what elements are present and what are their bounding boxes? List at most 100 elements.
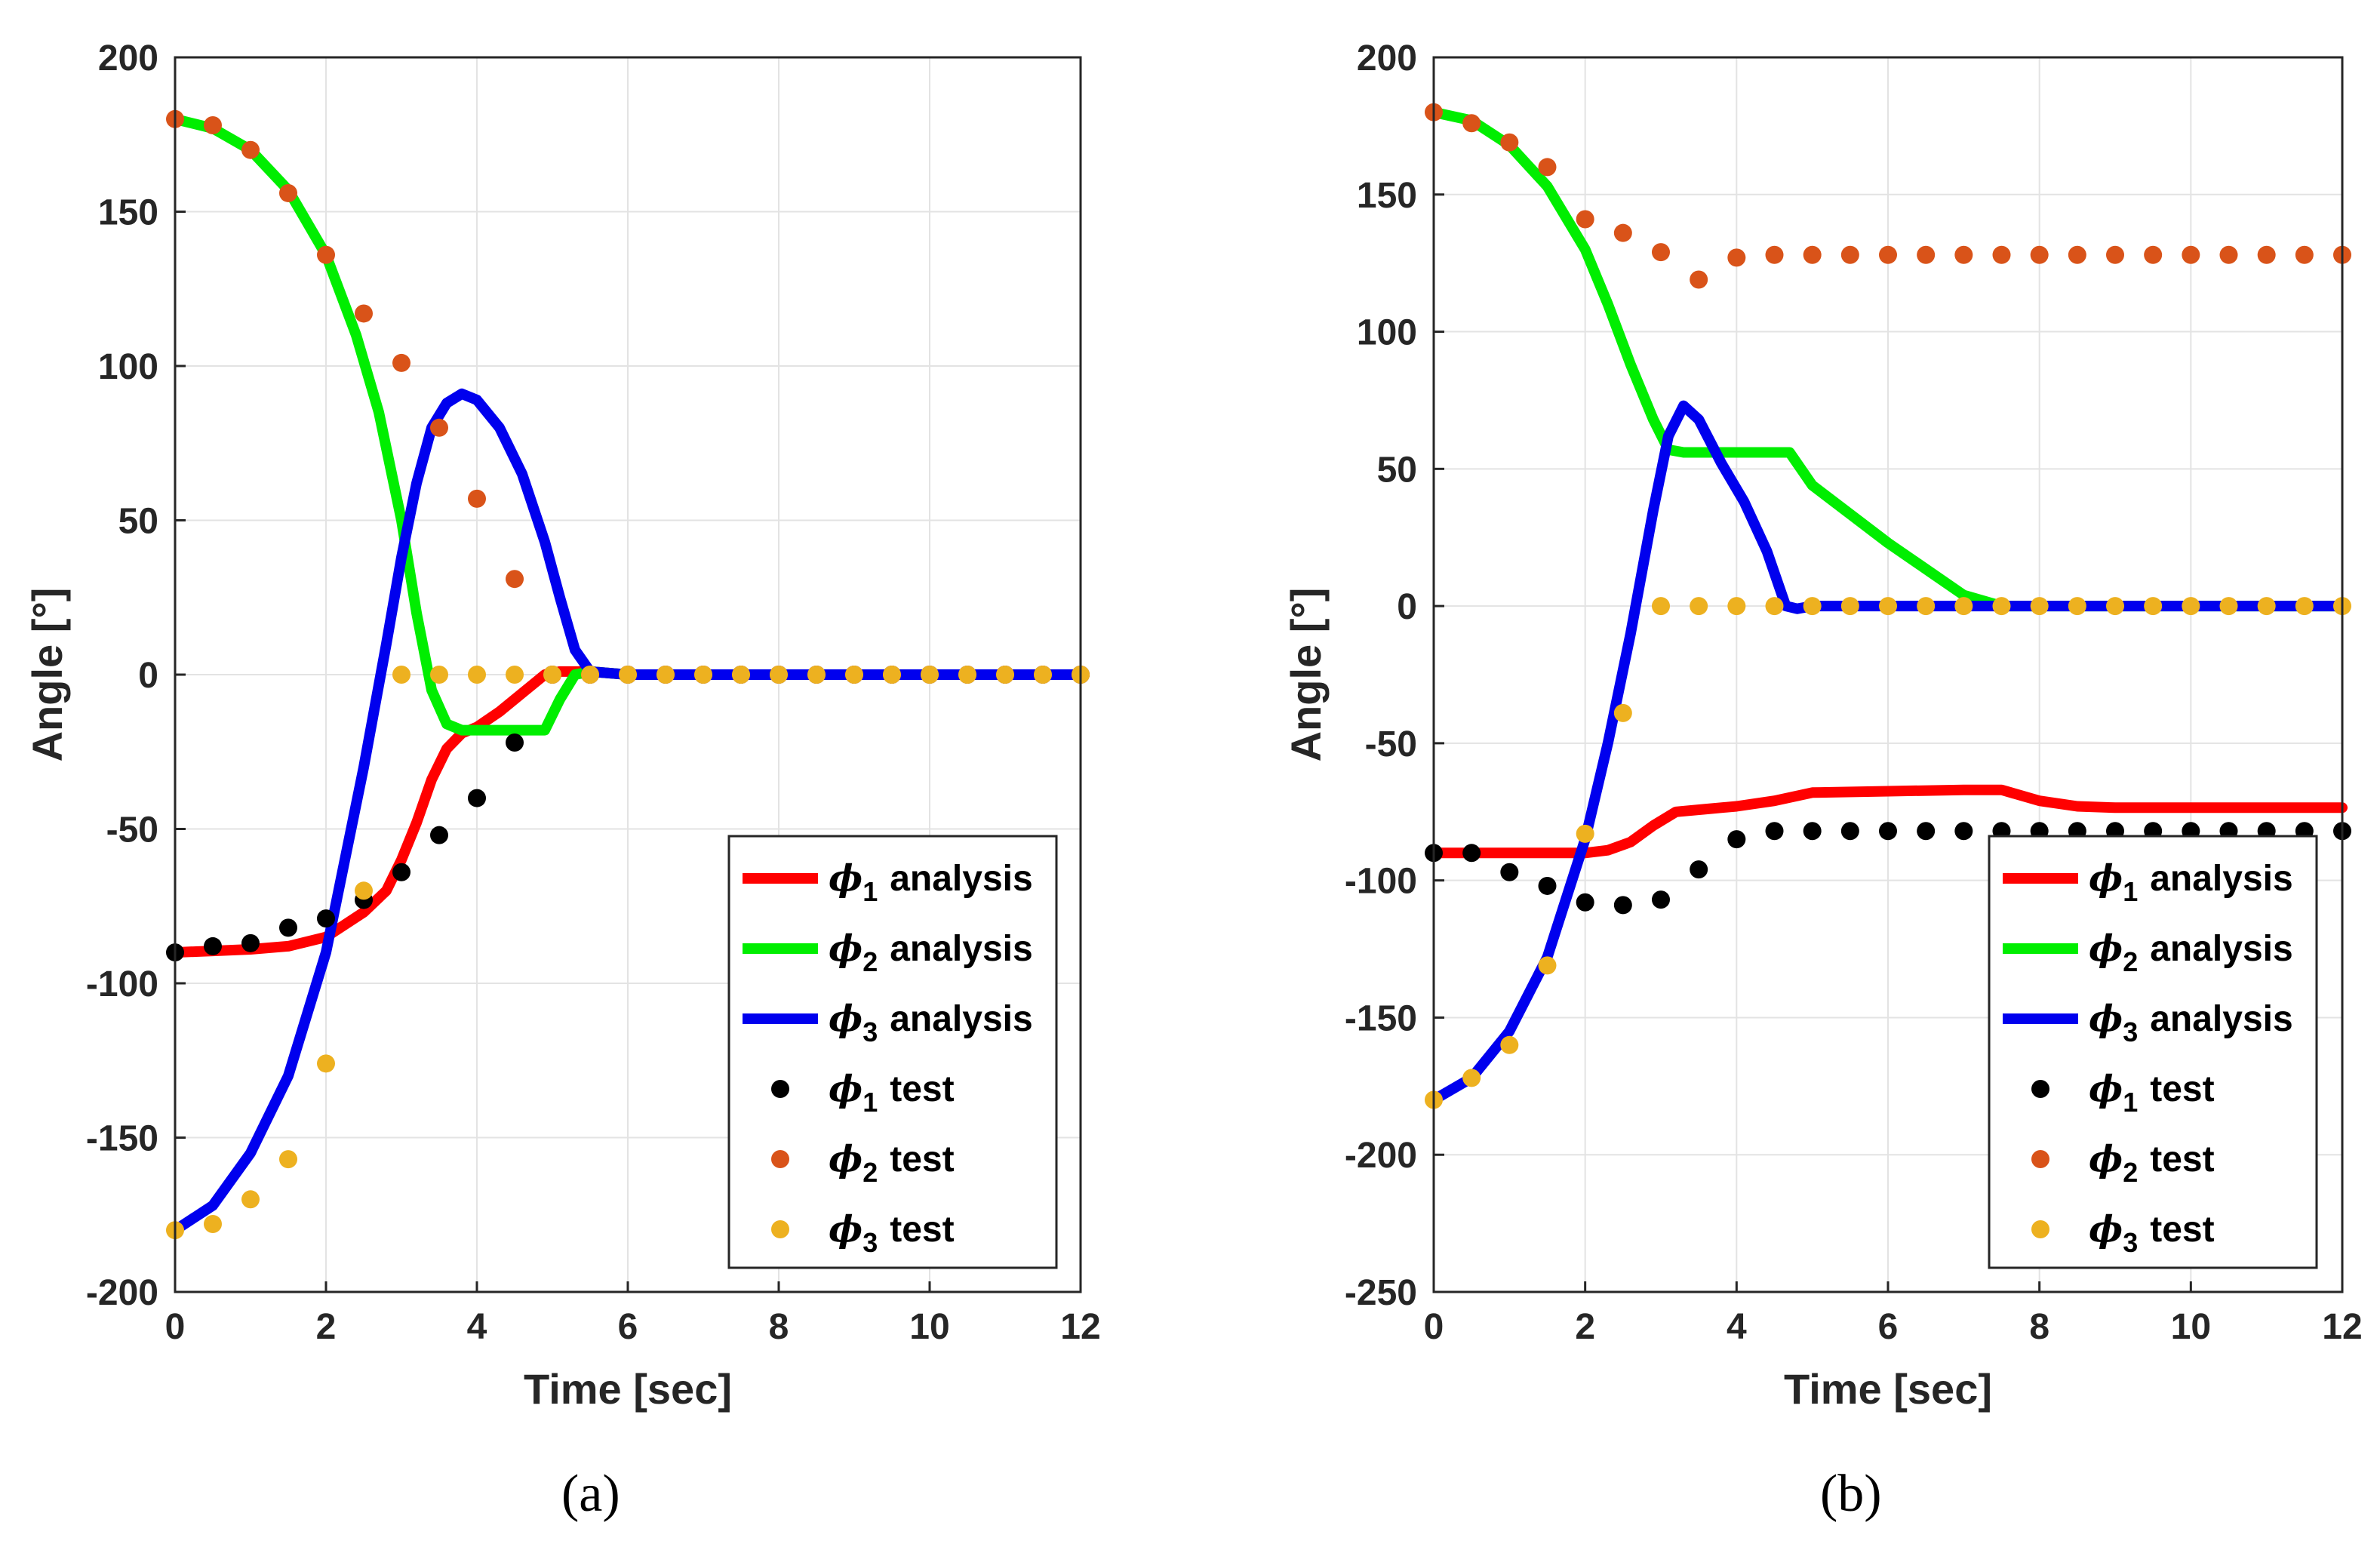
y-tick-label: -150: [1345, 998, 1417, 1038]
legend-entry-label: ϕ3 analysis: [829, 998, 1033, 1047]
series-line-1-analysis: [1428, 784, 2348, 859]
data-point-2-test: [317, 245, 335, 264]
legend-entry-label: ϕ2 test: [829, 1138, 955, 1188]
data-point-3-test: [1879, 597, 1897, 616]
data-point-2-test: [2068, 245, 2086, 264]
x-tick-label: 2: [316, 1307, 337, 1347]
data-point-2-test: [279, 183, 297, 202]
data-point-3-test: [1917, 597, 1936, 616]
data-point-2-test: [468, 489, 486, 508]
legend-point-swatch: [771, 1220, 789, 1238]
data-point-2-test: [2219, 245, 2238, 264]
data-point-3-test: [807, 666, 826, 684]
data-point-3-test: [241, 1190, 260, 1209]
y-tick-label: -250: [1345, 1273, 1417, 1313]
data-point-3-test: [1803, 597, 1822, 616]
legend-box: [727, 835, 1058, 1269]
y-tick-label: -50: [106, 810, 158, 850]
y-tick-label: 150: [1357, 176, 1417, 216]
y-tick-label: 200: [1357, 38, 1417, 78]
data-point-3-test: [656, 666, 675, 684]
x-tick-label: 10: [2171, 1307, 2211, 1347]
data-point-2-test: [1690, 270, 1708, 289]
y-tick-label: 0: [1397, 587, 1417, 627]
data-point-2-test: [2257, 245, 2276, 264]
legend-entry-label: ϕ2 analysis: [829, 927, 1033, 977]
legend-point-swatch: [771, 1150, 789, 1168]
y-tick-label: -100: [86, 964, 158, 1004]
data-point-3-test: [1652, 597, 1670, 616]
data-point-1-test: [1840, 822, 1859, 841]
legend: ϕ1 analysis ϕ2 analysis ϕ3 analysis ϕ1 test ϕ2 te…: [727, 835, 1058, 1269]
data-point-3-test: [1034, 666, 1052, 684]
data-point-3-test: [619, 666, 637, 684]
data-point-3-test: [2144, 597, 2163, 616]
chart-a: 0 2 4 6 8 10 12 -200 -150 -100 -50 0 50 100 150 200 Time…: [23, 38, 1101, 1413]
data-point-3-test: [1690, 597, 1708, 616]
plot-area: [1425, 103, 2351, 1109]
data-point-3-test: [468, 666, 486, 684]
y-tick-label: -100: [1345, 862, 1417, 902]
data-point-2-test: [1879, 245, 1897, 264]
y-tick-label: -200: [86, 1273, 158, 1313]
x-axis-label: Time [sec]: [524, 1365, 732, 1413]
data-point-1-test: [1917, 822, 1936, 841]
series-line-3-analysis: [1428, 400, 2348, 1106]
data-point-3-test: [1765, 597, 1784, 616]
data-point-1-test: [317, 909, 335, 928]
data-point-3-test: [2068, 597, 2086, 616]
data-point-2-test: [1500, 133, 1519, 152]
data-point-3-test: [506, 666, 524, 684]
legend-point-swatch: [771, 1080, 789, 1098]
y-tick-label: -150: [86, 1119, 158, 1159]
data-point-2-test: [2182, 245, 2200, 264]
data-point-3-test: [2219, 597, 2238, 616]
data-point-2-test: [1917, 245, 1936, 264]
legend-box: [1988, 835, 2318, 1269]
data-point-3-test: [921, 666, 939, 684]
y-tick-label: 50: [1377, 450, 1417, 490]
legend: ϕ1 analysis ϕ2 analysis ϕ3 analysis ϕ1 test ϕ2 te…: [1988, 835, 2318, 1269]
data-point-2-test: [1954, 245, 1973, 264]
legend-entry-label: ϕ2 analysis: [2089, 927, 2293, 977]
data-point-2-test: [1840, 245, 1859, 264]
data-point-3-test: [694, 666, 712, 684]
data-point-3-test: [845, 666, 863, 684]
data-point-2-test: [392, 353, 411, 372]
x-tick-label: 0: [165, 1307, 186, 1347]
data-point-1-test: [1803, 822, 1822, 841]
data-point-3-test: [1462, 1069, 1481, 1087]
data-point-3-test: [2182, 597, 2200, 616]
x-tick-label: 6: [618, 1307, 638, 1347]
data-point-1-test: [1652, 890, 1670, 909]
x-tick-label: 4: [1727, 1307, 1747, 1347]
data-point-3-test: [1500, 1035, 1519, 1054]
x-tick-label: 10: [909, 1307, 949, 1347]
data-point-1-test: [506, 733, 524, 752]
data-point-2-test: [2030, 245, 2049, 264]
y-tick-label: 50: [118, 502, 158, 542]
data-point-3-test: [1992, 597, 2011, 616]
data-point-2-test: [506, 570, 524, 589]
x-tick-label: 12: [1060, 1307, 1100, 1347]
legend-point-swatch: [2031, 1080, 2049, 1098]
series-line-3-analysis: [170, 388, 1086, 1236]
y-tick-label: -50: [1365, 724, 1417, 764]
data-point-3-test: [1727, 597, 1746, 616]
data-point-3-test: [883, 666, 901, 684]
data-point-3-test: [2030, 597, 2049, 616]
data-point-3-test: [2106, 597, 2124, 616]
y-axis-label: Angle [°]: [1282, 588, 1330, 762]
data-point-2-test: [1765, 245, 1784, 264]
data-point-3-test: [355, 881, 373, 900]
data-point-1-test: [204, 937, 222, 955]
data-point-2-test: [2106, 245, 2124, 264]
x-tick-label: 8: [769, 1307, 789, 1347]
data-point-2-test: [1803, 245, 1822, 264]
data-point-1-test: [1462, 844, 1481, 863]
data-point-1-test: [1500, 863, 1519, 881]
data-point-2-test: [2144, 245, 2163, 264]
data-point-3-test: [1538, 956, 1557, 975]
data-point-1-test: [1576, 893, 1594, 912]
